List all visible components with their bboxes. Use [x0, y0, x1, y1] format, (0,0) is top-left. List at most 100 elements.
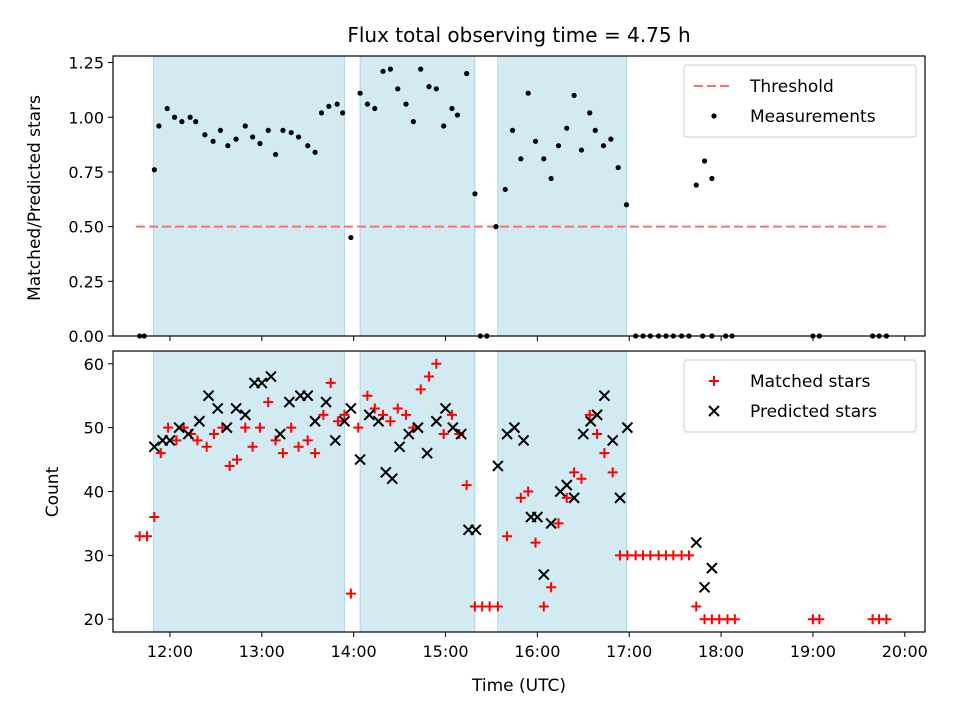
x-tick-label-8: 19:00: [790, 642, 836, 661]
series-1-point-34: [385, 416, 396, 427]
y-tick-label-5: 60: [84, 355, 104, 374]
series-1-point-41: [438, 429, 449, 440]
series-2-point-25: [363, 409, 375, 421]
series-1-point-6: [171, 435, 182, 446]
series-2-point-36: [455, 428, 467, 440]
series-1-point-5: [163, 422, 174, 433]
series-1-point-56: [555, 143, 562, 149]
series-2-point-6: [193, 415, 206, 427]
series-1-point-44: [464, 70, 470, 77]
legend-label-1: Threshold: [749, 77, 834, 97]
observing-window-3: [497, 55, 627, 337]
series-1-point-50: [515, 492, 526, 503]
series-1-point-36: [401, 409, 412, 420]
series-2-point-16: [283, 396, 296, 408]
series-1-point-60: [592, 429, 603, 440]
y-tick-label-2: 30: [84, 546, 104, 565]
series-1-point-48: [493, 224, 499, 230]
series-1-point-61: [599, 448, 610, 459]
series-1-point-17: [257, 140, 263, 147]
series-1-point-59: [584, 409, 595, 420]
legend-box: [683, 359, 917, 433]
series-1-point-13: [224, 460, 235, 471]
series-1-point-18: [263, 397, 274, 408]
series-2-point-10: [230, 402, 242, 415]
y-tick-label-3: 0.50: [68, 218, 104, 237]
series-1-point-57: [564, 125, 570, 131]
series-1-point-63: [608, 136, 614, 142]
series-2-point-21: [329, 434, 341, 447]
series-1-point-22: [293, 441, 304, 452]
observing-window-1: [152, 55, 345, 337]
x-tick-label-3: 14:00: [331, 642, 377, 661]
series-1-point-26: [326, 103, 332, 109]
series-2-point-42: [517, 434, 530, 447]
series-1-point-43: [454, 112, 461, 118]
series-2-point-57: [690, 536, 702, 549]
series-1-point-75: [701, 158, 708, 164]
series-2-point-19: [309, 415, 321, 427]
series-1-point-9: [193, 119, 199, 125]
series-1-point-57: [569, 467, 580, 478]
series-1-point-73: [691, 601, 702, 612]
y-tick-label-6: 1.25: [68, 54, 104, 73]
legend-box: [683, 64, 917, 138]
series-1-point-4: [156, 123, 162, 129]
series-1-point-40: [433, 86, 439, 92]
legend-marker-1: [709, 376, 719, 386]
series-1-point-76: [709, 175, 715, 182]
legend-label-2: Measurements: [750, 107, 876, 127]
series-1-point-20: [280, 127, 286, 133]
series-1-point-16: [247, 441, 258, 452]
series-2-point-14: [265, 370, 277, 383]
series-1-point-24: [310, 448, 321, 459]
series-2-point-9: [221, 421, 233, 434]
series-1-point-54: [541, 156, 547, 162]
series-1-point-21: [286, 422, 297, 433]
series-2-point-24: [354, 453, 366, 466]
x-tick-label-7: 18:00: [698, 642, 744, 661]
series-1-point-7: [179, 119, 185, 125]
series-1-point-83: [881, 614, 892, 625]
series-2-point-53: [598, 389, 611, 402]
series-1-point-58: [571, 92, 577, 98]
series-1-point-31: [364, 101, 371, 107]
series-2-point-8: [212, 402, 224, 415]
series-2-point-11: [239, 409, 251, 421]
series-2-point-22: [338, 415, 351, 427]
series-1-point-30: [357, 90, 363, 96]
series-2-point-44: [531, 511, 544, 523]
series-2-point-23: [345, 402, 357, 415]
series-1-point-49: [502, 186, 508, 193]
series-2-point-45: [538, 568, 550, 581]
y-tick-label-3: 40: [84, 483, 104, 502]
series-1-point-30: [353, 422, 364, 433]
series-1-point-56: [561, 492, 572, 503]
series-1-point-4: [155, 448, 166, 459]
series-1-point-78: [729, 614, 740, 625]
series-1-point-31: [362, 390, 373, 401]
series-2-point-7: [202, 389, 215, 402]
series-1-point-11: [210, 138, 216, 144]
series-2-point-30: [403, 428, 415, 440]
series-1-point-21: [288, 129, 294, 136]
series-1-point-19: [272, 151, 279, 158]
series-1-point-23: [305, 143, 311, 149]
series-2-point-50: [577, 428, 590, 440]
series-1-point-13: [225, 143, 231, 149]
series-1-point-28: [340, 110, 346, 116]
series-2-point-13: [256, 377, 268, 389]
y-tick-label-4: 50: [84, 419, 104, 438]
series-1-point-54: [546, 582, 557, 593]
series-1-point-60: [587, 110, 593, 116]
series-1-point-29: [345, 588, 356, 599]
series-1-point-27: [333, 416, 344, 427]
series-1-point-53: [538, 601, 549, 612]
series-1-point-34: [387, 66, 394, 72]
series-1-point-6: [171, 114, 178, 120]
series-2-point-52: [591, 409, 603, 421]
observing-window-2: [359, 350, 476, 633]
series-2-point-26: [372, 415, 385, 427]
series-1-point-44: [461, 480, 472, 491]
series-1-point-25: [318, 110, 325, 116]
